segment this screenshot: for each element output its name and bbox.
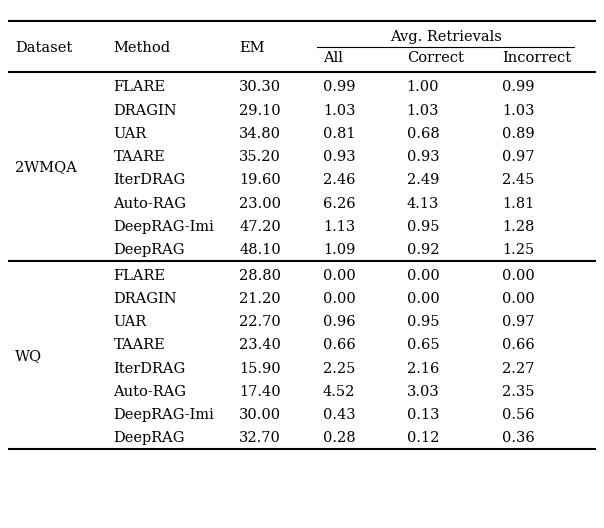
Text: 0.65: 0.65 (406, 338, 439, 352)
Text: 0.97: 0.97 (503, 150, 535, 164)
Text: 28.80: 28.80 (239, 269, 281, 282)
Text: 47.20: 47.20 (239, 220, 281, 234)
Text: 0.93: 0.93 (406, 150, 439, 164)
Text: 0.92: 0.92 (406, 243, 439, 257)
Text: 0.12: 0.12 (406, 431, 439, 446)
Text: 1.03: 1.03 (503, 103, 535, 118)
Text: UAR: UAR (114, 127, 147, 141)
Text: FLARE: FLARE (114, 269, 165, 282)
Text: 19.60: 19.60 (239, 173, 281, 187)
Text: 0.95: 0.95 (406, 220, 439, 234)
Text: 0.56: 0.56 (503, 408, 535, 422)
Text: 0.36: 0.36 (503, 431, 535, 446)
Text: 2.35: 2.35 (503, 385, 535, 399)
Text: UAR: UAR (114, 315, 147, 329)
Text: FLARE: FLARE (114, 80, 165, 95)
Text: 4.13: 4.13 (406, 196, 439, 211)
Text: 0.93: 0.93 (323, 150, 356, 164)
Text: 2.16: 2.16 (406, 362, 439, 375)
Text: 0.00: 0.00 (323, 292, 356, 306)
Text: 0.66: 0.66 (503, 338, 535, 352)
Text: DeepRAG: DeepRAG (114, 431, 185, 446)
Text: 29.10: 29.10 (239, 103, 281, 118)
Text: 0.00: 0.00 (503, 269, 535, 282)
Text: DeepRAG-Imi: DeepRAG-Imi (114, 408, 214, 422)
Text: 0.81: 0.81 (323, 127, 355, 141)
Text: Auto-RAG: Auto-RAG (114, 385, 187, 399)
Text: 2WMQA: 2WMQA (14, 161, 77, 175)
Text: 1.13: 1.13 (323, 220, 355, 234)
Text: IterDRAG: IterDRAG (114, 362, 186, 375)
Text: 0.95: 0.95 (406, 315, 439, 329)
Text: 3.03: 3.03 (406, 385, 440, 399)
Text: 0.66: 0.66 (323, 338, 356, 352)
Text: 0.00: 0.00 (503, 292, 535, 306)
Text: DeepRAG-Imi: DeepRAG-Imi (114, 220, 214, 234)
Text: All: All (323, 51, 343, 65)
Text: 30.00: 30.00 (239, 408, 281, 422)
Text: 34.80: 34.80 (239, 127, 281, 141)
Text: Method: Method (114, 41, 170, 55)
Text: DeepRAG: DeepRAG (114, 243, 185, 257)
Text: 0.68: 0.68 (406, 127, 440, 141)
Text: TAARE: TAARE (114, 150, 165, 164)
Text: 2.49: 2.49 (406, 173, 439, 187)
Text: 23.00: 23.00 (239, 196, 281, 211)
Text: 2.27: 2.27 (503, 362, 535, 375)
Text: 0.99: 0.99 (323, 80, 355, 95)
Text: 1.03: 1.03 (323, 103, 355, 118)
Text: 1.28: 1.28 (503, 220, 535, 234)
Text: 0.00: 0.00 (323, 269, 356, 282)
Text: DRAGIN: DRAGIN (114, 103, 177, 118)
Text: 22.70: 22.70 (239, 315, 281, 329)
Text: Incorrect: Incorrect (503, 51, 571, 65)
Text: 1.81: 1.81 (503, 196, 535, 211)
Text: 21.20: 21.20 (239, 292, 281, 306)
Text: 2.46: 2.46 (323, 173, 355, 187)
Text: TAARE: TAARE (114, 338, 165, 352)
Text: 1.00: 1.00 (406, 80, 439, 95)
Text: 0.43: 0.43 (323, 408, 356, 422)
Text: 17.40: 17.40 (239, 385, 281, 399)
Text: 4.52: 4.52 (323, 385, 355, 399)
Text: 32.70: 32.70 (239, 431, 281, 446)
Text: IterDRAG: IterDRAG (114, 173, 186, 187)
Text: 2.45: 2.45 (503, 173, 535, 187)
Text: 0.28: 0.28 (323, 431, 356, 446)
Text: 1.25: 1.25 (503, 243, 535, 257)
Text: 35.20: 35.20 (239, 150, 281, 164)
Text: 6.26: 6.26 (323, 196, 356, 211)
Text: 15.90: 15.90 (239, 362, 281, 375)
Text: 48.10: 48.10 (239, 243, 281, 257)
Text: Auto-RAG: Auto-RAG (114, 196, 187, 211)
Text: 0.89: 0.89 (503, 127, 535, 141)
Text: DRAGIN: DRAGIN (114, 292, 177, 306)
Text: Dataset: Dataset (14, 41, 72, 55)
Text: 23.40: 23.40 (239, 338, 281, 352)
Text: Correct: Correct (406, 51, 464, 65)
Text: 1.03: 1.03 (406, 103, 439, 118)
Text: 0.96: 0.96 (323, 315, 356, 329)
Text: 30.30: 30.30 (239, 80, 281, 95)
Text: 0.13: 0.13 (406, 408, 439, 422)
Text: 2.25: 2.25 (323, 362, 355, 375)
Text: Avg. Retrievals: Avg. Retrievals (390, 30, 501, 44)
Text: WQ: WQ (14, 349, 42, 363)
Text: 0.99: 0.99 (503, 80, 535, 95)
Text: 0.00: 0.00 (406, 292, 440, 306)
Text: 0.00: 0.00 (406, 269, 440, 282)
Text: 0.97: 0.97 (503, 315, 535, 329)
Text: EM: EM (239, 41, 265, 55)
Text: 1.09: 1.09 (323, 243, 355, 257)
